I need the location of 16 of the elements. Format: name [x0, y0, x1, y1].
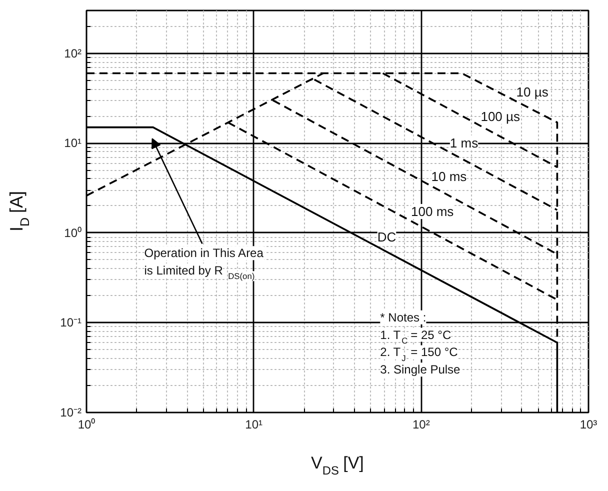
x-tick-label: 10³ [580, 418, 598, 432]
y-axis-title: ID [A] [6, 190, 32, 232]
y-tick-label: 10¹ [64, 136, 82, 150]
y-tick-label: 10⁻¹ [60, 316, 82, 330]
y-tick-label: 10⁻² [60, 406, 82, 420]
series-label: DC [377, 230, 396, 245]
series-label: 100 ms [411, 204, 454, 219]
series-label: 1 ms [450, 135, 479, 150]
x-tick-label: 10⁰ [78, 418, 96, 432]
series-label: 100 µs [480, 108, 521, 124]
x-tick-label: 10¹ [245, 418, 263, 432]
series-label: 10 ms [431, 168, 468, 184]
y-tick-label: 10⁰ [64, 226, 82, 240]
x-tick-label: 10² [412, 418, 430, 432]
series-label: 10 µs [516, 84, 549, 100]
y-tick-label: 10² [64, 46, 82, 60]
